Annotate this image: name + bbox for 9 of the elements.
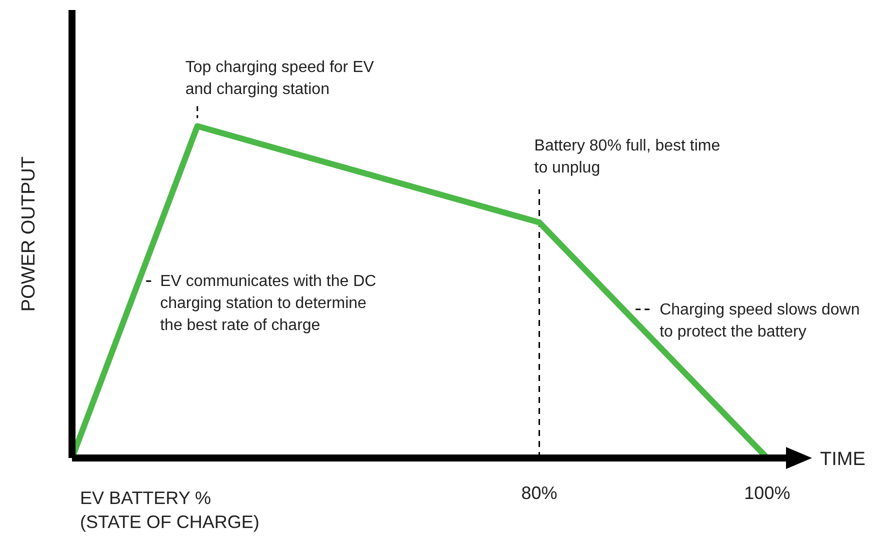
x-tick-label: 80% [521,482,558,503]
y-axis-title: POWER OUTPUT [18,156,40,312]
text: EV BATTERY % (STATE OF CHARGE) [80,487,260,534]
x-axis-title: TIME [820,449,866,470]
annotation: Charging speed slows down to protect the battery [660,301,860,340]
annotation: EV communicates with the DC charging station to determine the best rate of charge [160,273,376,334]
annotation: Top charging speed for EV and charging station [185,59,374,98]
annotation: Battery 80% full, best time to unplug [534,137,720,176]
x-tick-label: 100% [744,482,790,503]
